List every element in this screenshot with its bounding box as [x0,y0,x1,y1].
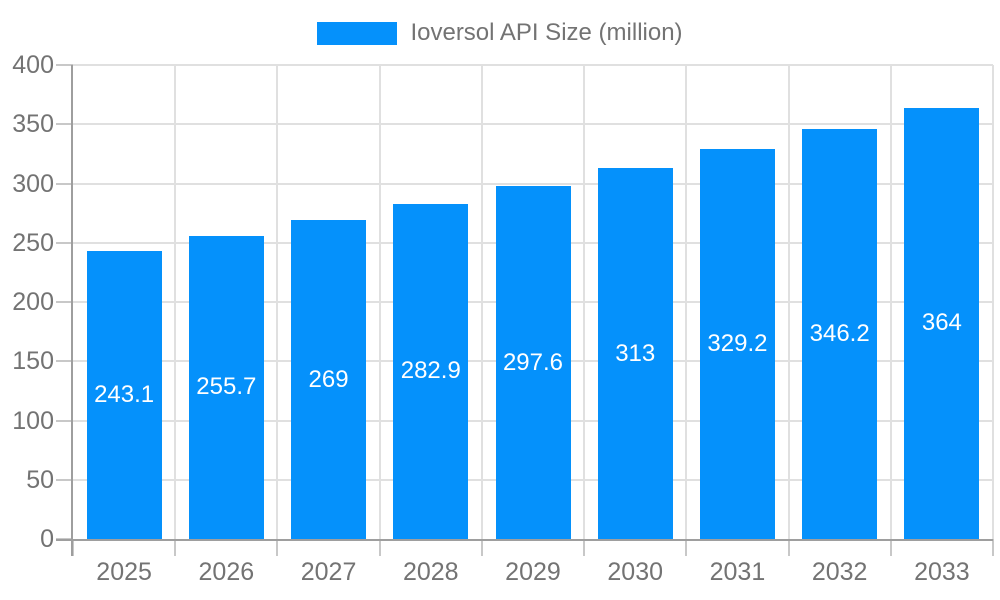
x-tick-label: 2028 [402,558,459,586]
x-axis-tick [72,539,74,556]
y-axis-tick [56,182,73,185]
bar-2031[interactable] [699,148,775,539]
bar-2028[interactable] [393,203,469,539]
bar-value-label: 255.7 [196,373,257,401]
x-axis-tick [378,539,381,556]
bar-2027[interactable] [291,220,367,539]
x-tick-label: 2026 [198,558,255,586]
legend-swatch [317,21,398,45]
x-tick-label: 2027 [300,558,357,586]
y-gridline [73,64,993,66]
y-axis-tick [56,64,73,66]
y-tick-label: 350 [12,110,54,139]
x-axis-tick [174,539,177,556]
bar-2026[interactable] [188,235,264,539]
x-gridline [787,65,790,539]
y-axis-tick [56,478,73,481]
x-gridline [480,65,483,539]
x-gridline [276,65,279,539]
y-tick-label: 250 [12,228,54,257]
y-tick-label: 0 [40,525,54,553]
bar-2033[interactable] [904,107,980,539]
y-axis-tick [56,419,73,422]
x-axis-tick [685,539,688,556]
y-axis-tick [56,241,73,244]
legend-label: Ioversol API Size (million) [410,19,683,46]
x-axis-tick [583,539,586,556]
x-gridline [378,65,381,539]
bar-value-label: 329.2 [707,329,768,357]
y-tick-label: 200 [12,288,54,316]
y-tick-label: 100 [12,406,54,435]
bar-value-label: 364 [921,309,962,337]
bar-value-label: 313 [615,339,656,367]
x-tick-label: 2032 [811,558,868,586]
bar-2029[interactable] [495,186,571,539]
bar-value-label: 297.6 [502,348,564,376]
x-gridline [583,65,586,539]
y-gridline [73,182,993,185]
y-tick-label: 50 [26,465,54,494]
y-axis-line [71,65,73,556]
y-tick-label: 150 [12,347,54,376]
x-tick-label: 2029 [505,558,561,586]
y-axis-tick [56,301,73,303]
bar-value-label: 282.9 [400,357,461,385]
x-gridline [174,65,177,539]
x-axis-tick [889,539,892,556]
bar-value-label: 243.1 [94,380,155,408]
x-tick-label: 2031 [709,558,766,586]
bar-value-label: 346.2 [809,319,870,347]
x-axis-tick [787,539,790,556]
y-tick-label: 400 [12,51,54,79]
x-axis-tick [992,539,994,556]
y-axis-tick [56,123,73,126]
x-tick-label: 2030 [607,558,664,586]
x-tick-label: 2025 [96,558,152,586]
x-axis-line [56,539,993,541]
bar-2030[interactable] [597,168,673,539]
x-gridline [992,65,994,539]
x-gridline [685,65,688,539]
y-tick-label: 300 [12,169,54,198]
x-axis-tick [276,539,279,556]
bar-value-label: 269 [308,365,349,393]
y-gridline [73,123,993,126]
x-axis-tick [480,539,483,556]
x-gridline [889,65,892,539]
bar-2032[interactable] [802,128,878,539]
x-tick-label: 2033 [914,558,970,586]
bar-2025[interactable] [86,250,162,539]
y-axis-tick [56,360,73,363]
chart-legend[interactable]: Ioversol API Size (million) [0,19,1000,47]
